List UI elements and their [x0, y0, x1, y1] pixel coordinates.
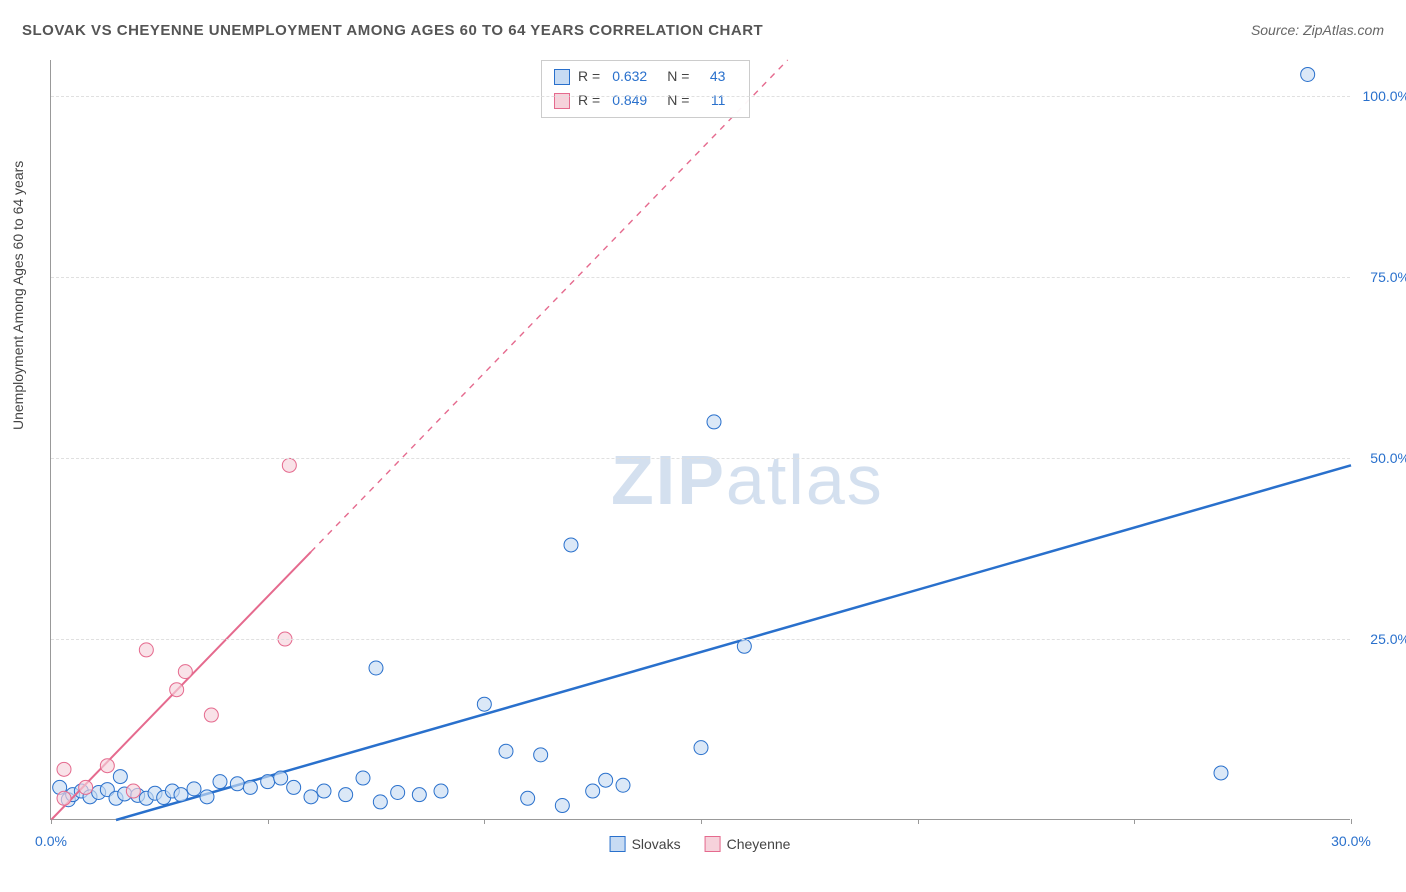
data-point	[521, 791, 535, 805]
plot-svg	[51, 60, 1351, 820]
data-point	[79, 780, 93, 794]
data-point	[555, 799, 569, 813]
stats-box: R = 0.632 N = 43 R = 0.849 N = 11	[541, 60, 750, 118]
data-point	[139, 643, 153, 657]
stat-n-value: 11	[701, 89, 725, 113]
chart-area: ZIPatlas R =0.632N =43R =0.849N =11 25.0…	[50, 60, 1350, 820]
legend-item: Slovaks	[610, 836, 681, 852]
x-tick-label: 0.0%	[35, 833, 67, 849]
data-point	[1214, 766, 1228, 780]
data-point	[287, 780, 301, 794]
data-point	[391, 785, 405, 799]
gridline	[51, 639, 1350, 640]
data-point	[694, 741, 708, 755]
data-point	[304, 790, 318, 804]
data-point	[477, 697, 491, 711]
data-point	[369, 661, 383, 675]
stats-row: R = 0.632 N = 43	[554, 65, 737, 89]
y-tick-label: 75.0%	[1370, 269, 1406, 285]
data-point	[174, 788, 188, 802]
legend-swatch	[554, 93, 570, 109]
legend-swatch	[554, 69, 570, 85]
x-tick-label: 30.0%	[1331, 833, 1371, 849]
source-attribution: Source: ZipAtlas.com	[1251, 22, 1384, 38]
data-point	[187, 782, 201, 796]
data-point	[230, 777, 244, 791]
trendline-dashed	[311, 60, 788, 552]
legend-swatch	[705, 836, 721, 852]
data-point	[599, 773, 613, 787]
x-tick	[1351, 819, 1352, 824]
data-point	[339, 788, 353, 802]
stat-n-label: N =	[667, 65, 689, 89]
legend-label: Slovaks	[632, 836, 681, 852]
gridline	[51, 277, 1350, 278]
data-point	[170, 683, 184, 697]
data-point	[434, 784, 448, 798]
y-tick-label: 25.0%	[1370, 631, 1406, 647]
gridline	[51, 458, 1350, 459]
data-point	[213, 775, 227, 789]
y-axis-label: Unemployment Among Ages 60 to 64 years	[10, 161, 26, 430]
data-point	[243, 780, 257, 794]
data-point	[586, 784, 600, 798]
data-point	[261, 775, 275, 789]
stat-r-label: R =	[578, 89, 600, 113]
legend: Slovaks Cheyenne	[610, 836, 791, 852]
stat-r-value: 0.849	[612, 89, 647, 113]
stat-n-label: N =	[667, 89, 689, 113]
stat-r-value: 0.632	[612, 65, 647, 89]
data-point	[126, 784, 140, 798]
x-tick	[268, 819, 269, 824]
data-point	[737, 639, 751, 653]
x-tick	[484, 819, 485, 824]
data-point	[100, 759, 114, 773]
x-tick	[51, 819, 52, 824]
x-tick	[701, 819, 702, 824]
legend-item: Cheyenne	[705, 836, 791, 852]
data-point	[282, 458, 296, 472]
data-point	[412, 788, 426, 802]
data-point	[317, 784, 331, 798]
data-point	[57, 791, 71, 805]
stat-n-value: 43	[701, 65, 725, 89]
data-point	[564, 538, 578, 552]
data-point	[1301, 67, 1315, 81]
data-point	[200, 790, 214, 804]
y-tick-label: 50.0%	[1370, 450, 1406, 466]
data-point	[204, 708, 218, 722]
x-tick	[1134, 819, 1135, 824]
data-point	[707, 415, 721, 429]
legend-label: Cheyenne	[727, 836, 791, 852]
trendline-solid	[116, 465, 1351, 820]
data-point	[113, 770, 127, 784]
data-point	[616, 778, 630, 792]
data-point	[499, 744, 513, 758]
stat-r-label: R =	[578, 65, 600, 89]
stats-row: R = 0.849 N = 11	[554, 89, 737, 113]
data-point	[274, 771, 288, 785]
y-tick-label: 100.0%	[1363, 88, 1406, 104]
gridline	[51, 96, 1350, 97]
legend-swatch	[610, 836, 626, 852]
chart-title: SLOVAK VS CHEYENNE UNEMPLOYMENT AMONG AG…	[22, 22, 763, 39]
data-point	[356, 771, 370, 785]
x-tick	[918, 819, 919, 824]
data-point	[178, 665, 192, 679]
data-point	[57, 762, 71, 776]
data-point	[373, 795, 387, 809]
data-point	[534, 748, 548, 762]
plot-area: ZIPatlas R =0.632N =43R =0.849N =11 25.0…	[50, 60, 1350, 820]
